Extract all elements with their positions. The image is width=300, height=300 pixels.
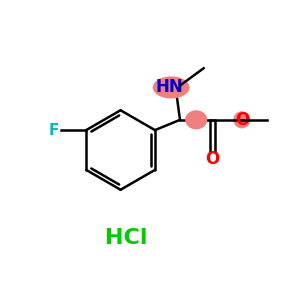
Text: HN: HN xyxy=(156,78,184,96)
Ellipse shape xyxy=(185,110,207,129)
Text: F: F xyxy=(48,123,59,138)
Ellipse shape xyxy=(153,76,190,98)
Text: HCl: HCl xyxy=(105,228,148,248)
Ellipse shape xyxy=(233,111,250,128)
Text: O: O xyxy=(205,150,220,168)
Text: O: O xyxy=(235,111,249,129)
